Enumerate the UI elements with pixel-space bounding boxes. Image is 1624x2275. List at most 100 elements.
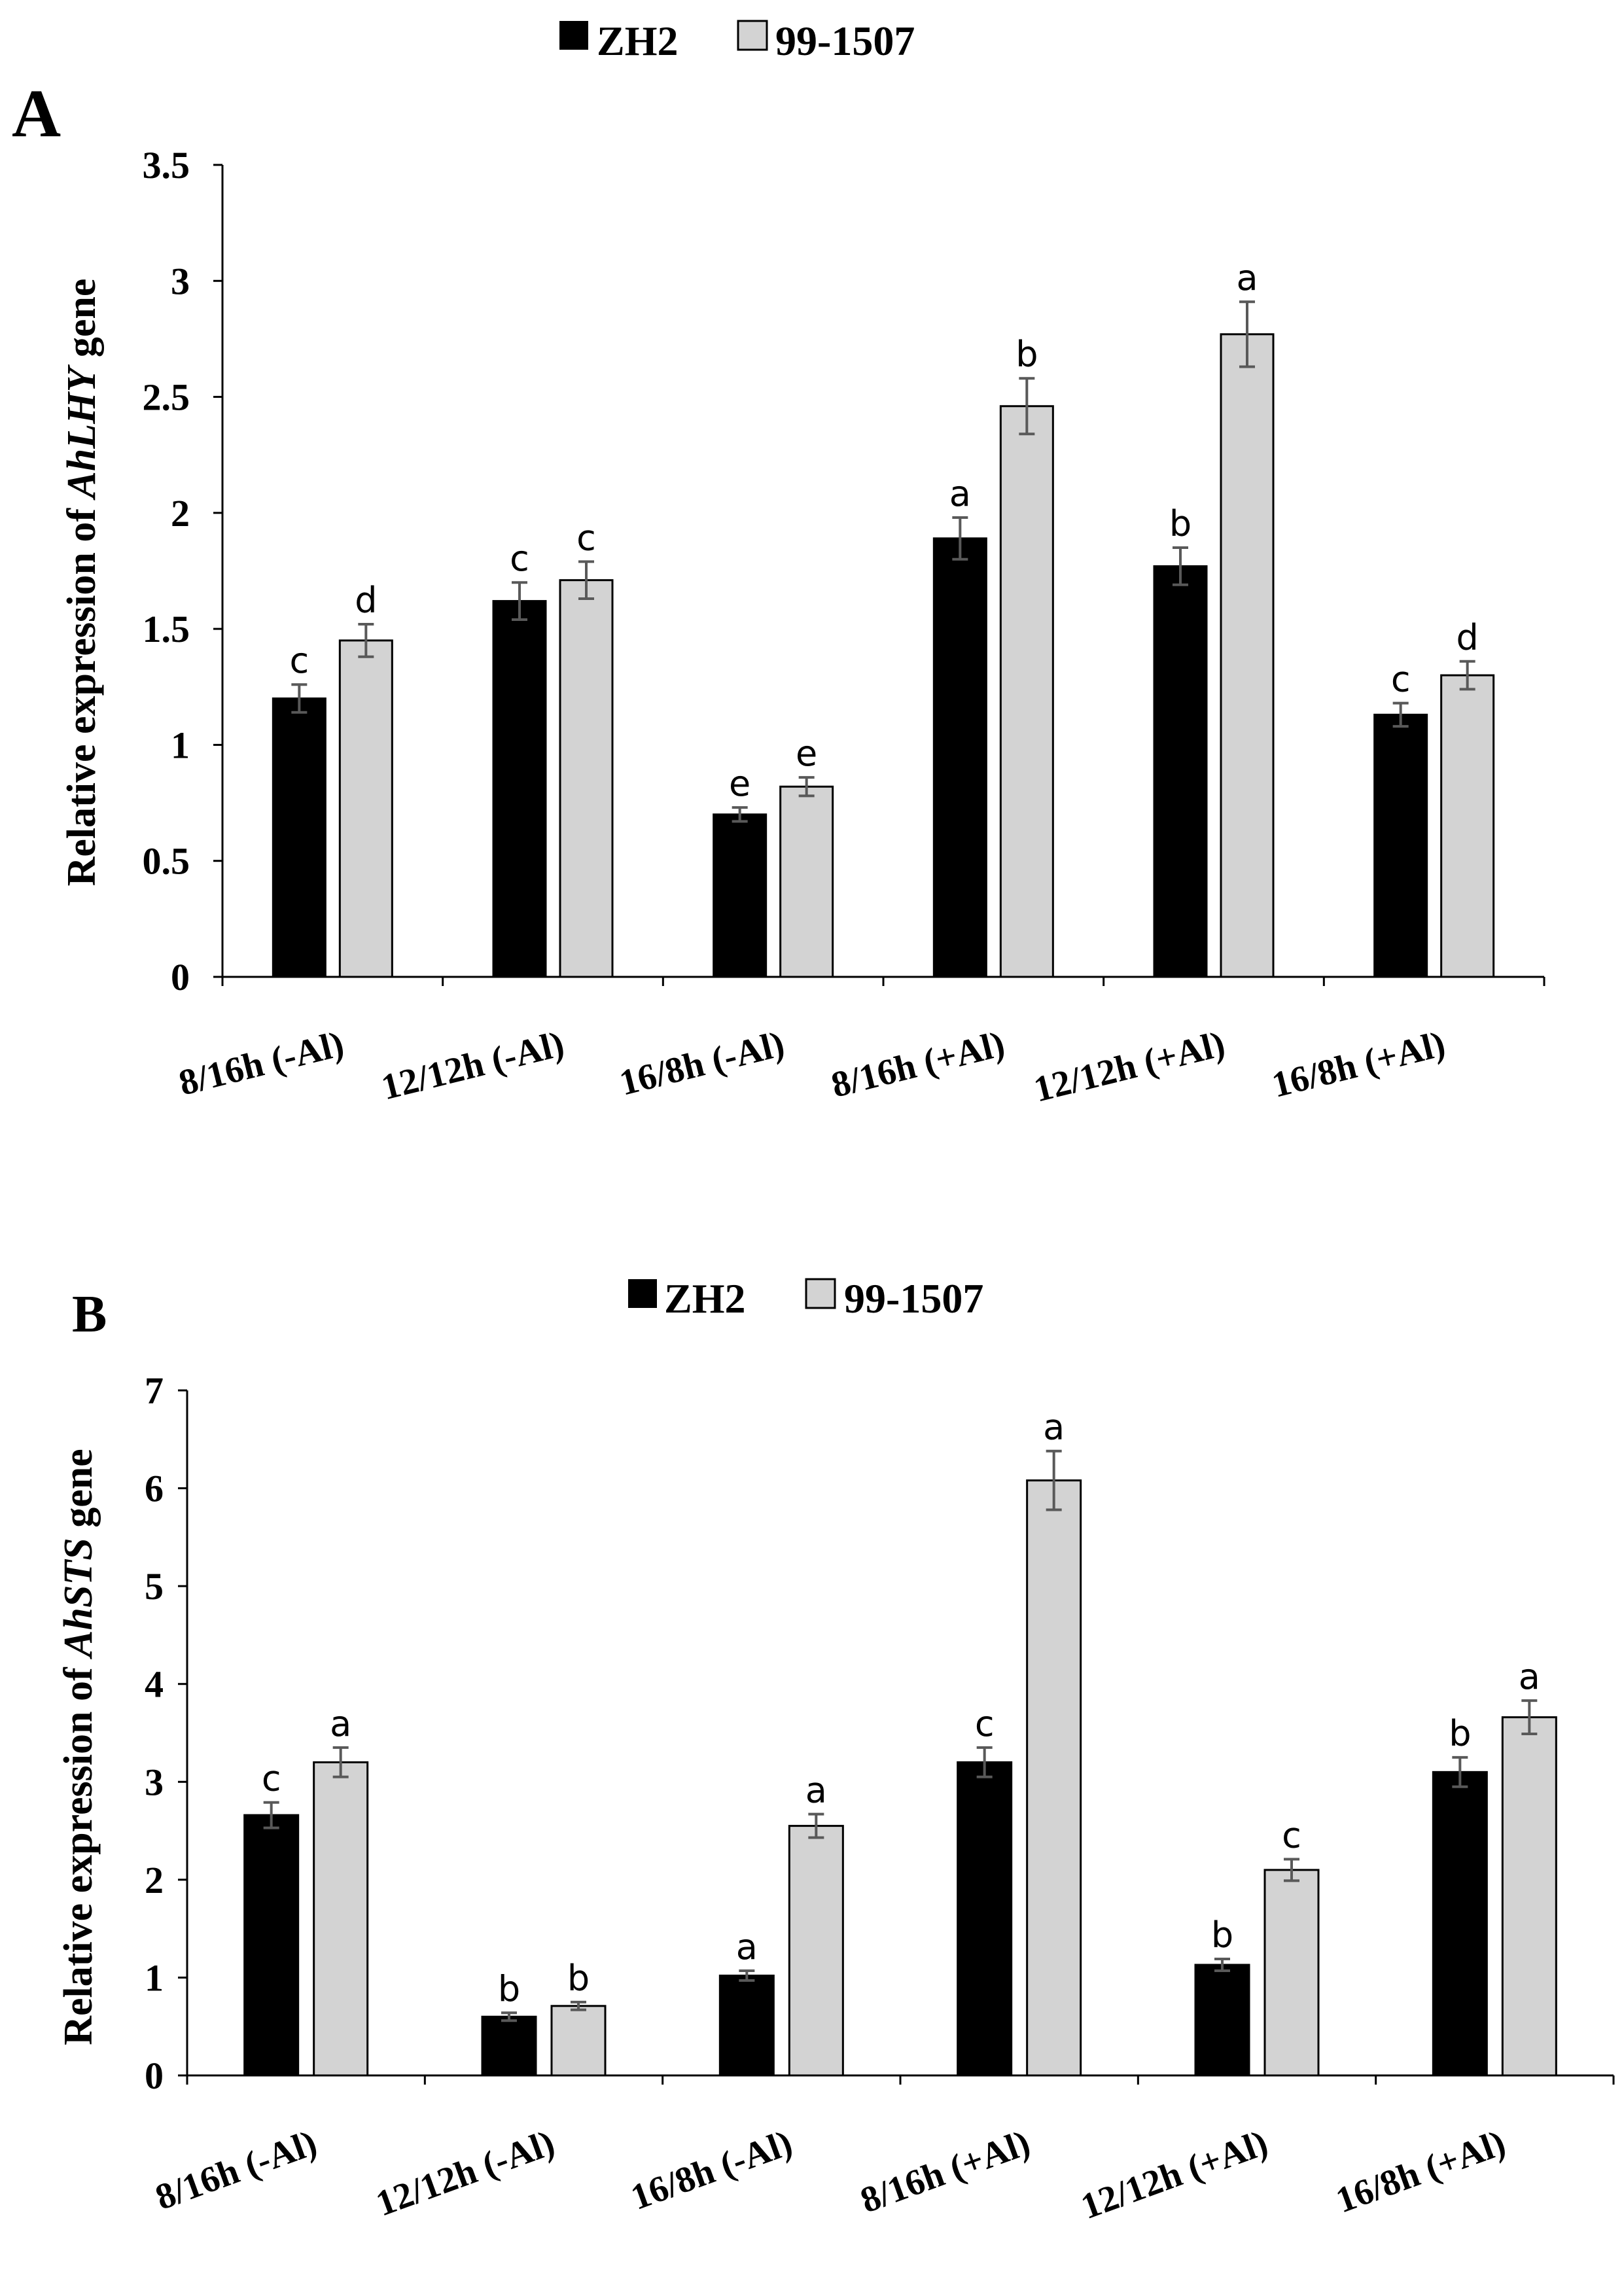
y-tick-label: 1.5: [143, 608, 190, 650]
legend-label-zh2: ZH2: [664, 1275, 745, 1322]
y-tick-label: 2: [145, 1859, 164, 1901]
error-bar: [808, 1812, 824, 1839]
bar-zh2: [492, 600, 547, 978]
error-bar: [1459, 660, 1475, 691]
y-axis-label-gene: AhLHY: [60, 364, 104, 501]
significance-letter: c: [262, 1758, 281, 1799]
y-axis-label-b: Relative expression of AhSTS gene: [56, 1449, 101, 2045]
significance-letter: c: [289, 640, 309, 681]
bar-99-1507: [779, 785, 834, 978]
bar-zh2: [1194, 1964, 1250, 2077]
panel-label-b: B: [72, 1286, 107, 1343]
bar-zh2: [932, 537, 987, 978]
legend-swatch-zh2: [628, 1279, 657, 1308]
bar-99-1507: [550, 2005, 607, 2077]
y-axis-label-a: Relative expression of AhLHY gene: [60, 279, 104, 887]
y-tick-label: 0: [145, 2055, 164, 2097]
y-axis-label-suffix: gene: [60, 279, 104, 368]
bar-99-1507: [788, 1825, 844, 2077]
significance-letter: a: [736, 1926, 758, 1967]
y-tick-label: 5: [145, 1565, 164, 1608]
bar-99-1507: [1263, 1869, 1320, 2077]
y-axis-label-gene: AhSTS: [56, 1538, 101, 1660]
significance-letter: a: [1236, 257, 1258, 298]
significance-letter: b: [567, 1958, 590, 1999]
significance-letter: c: [1282, 1814, 1301, 1856]
error-bar: [332, 1746, 349, 1778]
y-tick-label: 3.5: [143, 144, 190, 186]
error-bar: [1019, 377, 1035, 436]
y-axis-label-prefix: Relative expression of: [56, 1657, 101, 2045]
y-tick-label: 0: [171, 956, 190, 998]
y-tick-label: 7: [145, 1369, 164, 1412]
bar-zh2: [1153, 565, 1208, 978]
significance-letter: a: [1043, 1407, 1065, 1448]
error-bar: [571, 2000, 586, 2011]
error-bar: [1046, 1449, 1062, 1511]
significance-letter: c: [510, 538, 529, 579]
bar-99-1507: [338, 639, 393, 978]
error-bar: [1239, 300, 1255, 368]
bar-zh2: [713, 813, 768, 978]
legend-label-99-1507: 99-1507: [844, 1275, 983, 1322]
significance-letter: c: [1391, 659, 1411, 700]
y-tick-label: 3: [145, 1761, 164, 1803]
error-bar: [263, 1801, 279, 1829]
significance-letter: d: [1456, 617, 1479, 658]
significance-letter: a: [805, 1770, 827, 1811]
significance-letter: a: [330, 1703, 351, 1744]
bar-zh2: [272, 697, 327, 978]
error-bar: [1392, 701, 1409, 728]
bar-zh2: [1373, 713, 1428, 978]
significance-letter: b: [498, 1968, 520, 2009]
error-bar: [578, 560, 594, 601]
significance-letter: b: [1015, 334, 1038, 375]
error-bar: [1214, 1958, 1230, 1972]
significance-letter: b: [1211, 1914, 1233, 1956]
significance-letter: c: [576, 517, 596, 558]
significance-letter: e: [796, 733, 817, 774]
bar-99-1507: [559, 579, 614, 978]
y-tick-label: 0.5: [143, 840, 190, 883]
bar-zh2: [243, 1814, 300, 2077]
error-bar: [732, 806, 748, 823]
error-bar: [1521, 1699, 1538, 1735]
bar-zh2: [1432, 1771, 1488, 2077]
legend-label-99-1507: 99-1507: [775, 18, 915, 64]
error-bar: [976, 1746, 993, 1778]
significance-letter: e: [729, 763, 750, 804]
y-tick-label: 1: [145, 1956, 164, 1999]
error-bar: [798, 776, 815, 798]
y-tick-label: 4: [145, 1663, 164, 1706]
y-tick-label: 2: [171, 492, 190, 535]
y-tick-label: 3: [171, 260, 190, 302]
error-bar: [1173, 546, 1188, 586]
y-axis-label-prefix: Relative expression of: [60, 498, 104, 886]
bar-zh2: [481, 2015, 537, 2077]
legend-swatch-zh2: [559, 21, 588, 50]
significance-letter: b: [1449, 1713, 1471, 1754]
significance-letter: a: [949, 473, 971, 514]
bar-zh2: [957, 1761, 1013, 2077]
bar-zh2: [718, 1974, 775, 2077]
panel-label-a: A: [12, 76, 61, 151]
error-bar: [512, 581, 527, 621]
significance-letter: b: [1169, 503, 1192, 544]
error-bar: [501, 2011, 517, 2022]
legend-b: ZH2 99-1507: [628, 1275, 983, 1322]
legend-label-zh2: ZH2: [597, 18, 678, 64]
error-bar: [739, 1969, 755, 1982]
bar-99-1507: [313, 1761, 369, 2077]
significance-letter: a: [1519, 1656, 1540, 1697]
error-bar: [358, 623, 374, 658]
legend-swatch-99-1507: [805, 1278, 836, 1309]
error-bar: [1452, 1755, 1468, 1788]
significance-letter: d: [355, 580, 377, 621]
error-bar: [1284, 1858, 1299, 1882]
bar-99-1507: [999, 405, 1054, 978]
bar-99-1507: [1501, 1716, 1557, 2077]
y-tick-label: 2.5: [143, 376, 190, 419]
y-tick-label: 1: [171, 724, 190, 766]
y-tick-label: 6: [145, 1468, 164, 1510]
